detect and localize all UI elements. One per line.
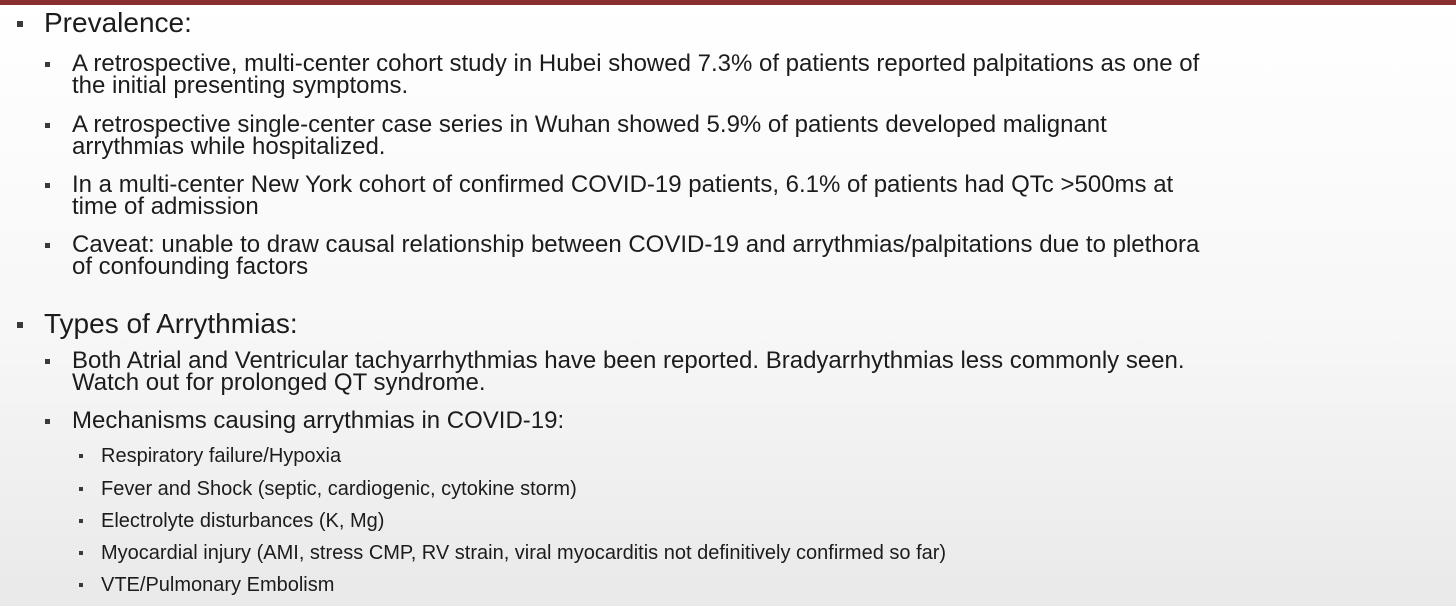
- bullet-item: Both Atrial and Ventricular tachyarrhyth…: [45, 347, 1185, 396]
- bullet-text-line: Both Atrial and Ventricular tachyarrhyth…: [72, 347, 1185, 374]
- square-bullet-icon: [79, 519, 83, 523]
- square-bullet-icon: [45, 123, 50, 128]
- sub-bullet-item: Respiratory failure/Hypoxia: [79, 445, 342, 467]
- square-bullet-icon: [45, 419, 50, 424]
- bullet-text-line: Mechanisms causing arrythmias in COVID-1…: [72, 407, 565, 434]
- square-bullet-icon: [17, 322, 23, 328]
- bullet-text-line: A retrospective single-center case serie…: [72, 111, 1107, 138]
- square-bullet-icon: [79, 487, 83, 491]
- bullet-text-line: A retrospective, multi-center cohort stu…: [72, 50, 1200, 77]
- sub-bullet-item: Fever and Shock (septic, cardiogenic, cy…: [79, 478, 577, 500]
- square-bullet-icon: [45, 62, 50, 67]
- section-heading-prevalence: Prevalence:: [17, 7, 192, 38]
- section-heading-text: Prevalence:: [44, 7, 192, 38]
- section-heading-types-of-arrythmias: Types of Arrythmias:: [17, 308, 298, 339]
- bullet-text-line: time of admission: [72, 193, 259, 220]
- bullet-text-line: Caveat: unable to draw causal relationsh…: [72, 231, 1200, 258]
- sub-bullet-text: Fever and Shock (septic, cardiogenic, cy…: [101, 478, 577, 500]
- bullet-text-line: of confounding factors: [72, 253, 309, 280]
- bullet-item: Mechanisms causing arrythmias in COVID-1…: [45, 407, 565, 434]
- sub-bullet-text: VTE/Pulmonary Embolism: [101, 574, 335, 596]
- bullet-item: Caveat: unable to draw causal relationsh…: [45, 231, 1200, 280]
- square-bullet-icon: [45, 243, 50, 248]
- sub-bullet-text: Myocardial injury (AMI, stress CMP, RV s…: [101, 542, 947, 564]
- title-accent-bar: [0, 0, 1456, 5]
- section-heading-text: Types of Arrythmias:: [44, 308, 298, 339]
- bullet-item: A retrospective, multi-center cohort stu…: [45, 50, 1200, 99]
- square-bullet-icon: [45, 359, 50, 364]
- sub-bullet-item: Electrolyte disturbances (K, Mg): [79, 510, 385, 532]
- square-bullet-icon: [79, 454, 83, 458]
- sub-bullet-item: Myocardial injury (AMI, stress CMP, RV s…: [79, 542, 947, 564]
- bullet-text-line: Watch out for prolonged QT syndrome.: [72, 369, 486, 396]
- bullet-text-line: In a multi-center New York cohort of con…: [72, 171, 1174, 198]
- bullet-item: In a multi-center New York cohort of con…: [45, 171, 1174, 220]
- sub-bullet-text: Electrolyte disturbances (K, Mg): [101, 510, 385, 532]
- sub-bullet-text: Respiratory failure/Hypoxia: [101, 445, 342, 467]
- sub-bullet-item: VTE/Pulmonary Embolism: [79, 574, 335, 596]
- square-bullet-icon: [45, 183, 50, 188]
- bullet-text-line: the initial presenting symptoms.: [72, 72, 409, 99]
- square-bullet-icon: [79, 583, 83, 587]
- bullet-item: A retrospective single-center case serie…: [45, 111, 1107, 160]
- square-bullet-icon: [79, 551, 83, 555]
- square-bullet-icon: [17, 21, 23, 27]
- bullet-text-line: arrythmias while hospitalized.: [72, 133, 386, 160]
